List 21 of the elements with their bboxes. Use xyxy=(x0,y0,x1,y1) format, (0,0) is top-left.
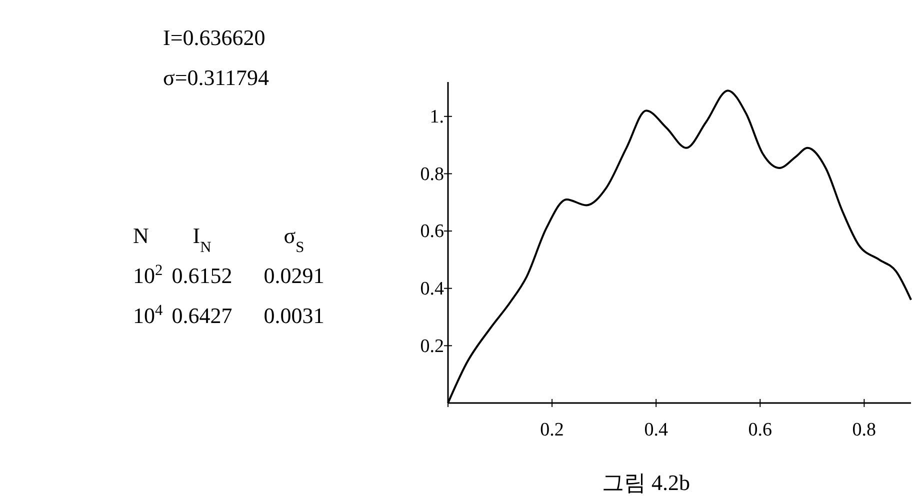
text: I=0.636620 xyxy=(163,25,266,50)
x-tick-label: 0.2 xyxy=(540,420,564,441)
x-tick-label: 0.6 xyxy=(748,420,772,441)
text: σ$_{S}$ xyxy=(284,223,304,256)
text: I$_{N}$ xyxy=(192,223,212,256)
x-tick-label: 0.8 xyxy=(852,420,876,441)
text: 0.0291 xyxy=(264,263,324,288)
text: N xyxy=(133,223,149,248)
caption: 그림 4.2b xyxy=(602,470,690,495)
text: σ=0.311794 xyxy=(163,65,269,90)
y-tick-label: 0.8 xyxy=(420,164,444,185)
text: 0.0031 xyxy=(264,303,324,328)
y-tick-label: 0.6 xyxy=(420,221,444,242)
y-tick-label: 0.4 xyxy=(420,278,444,300)
text: 0.6427 xyxy=(172,303,232,328)
x-tick-label: 0.4 xyxy=(644,420,668,441)
text: 10$^{2}$ xyxy=(133,262,163,288)
text: 10$^{4}$ xyxy=(133,302,163,328)
text: 0.6152 xyxy=(172,263,232,288)
y-tick-label: 1. xyxy=(430,106,444,128)
y-tick-label: 0.2 xyxy=(420,336,444,357)
